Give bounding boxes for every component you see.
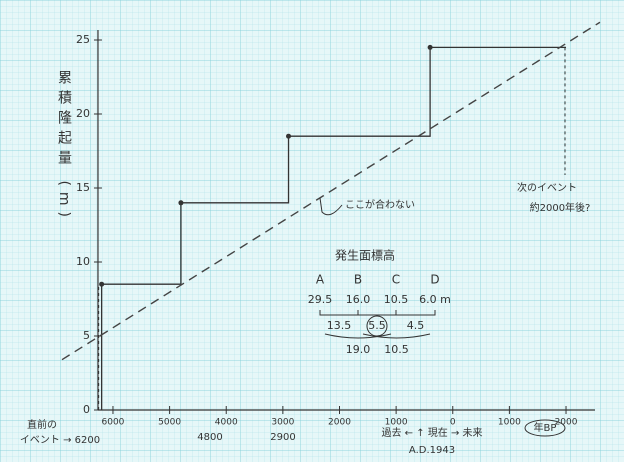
- y-tick-label: 5: [83, 329, 90, 342]
- table-height: 29.5: [308, 293, 333, 306]
- table-title: 発生面標高: [335, 248, 395, 263]
- table-height: 16.0: [346, 293, 371, 306]
- x-tick-label: 5000: [158, 418, 181, 428]
- annotation: ここが合わない: [345, 198, 415, 211]
- y-tick-label: 15: [76, 181, 90, 194]
- table-diff: 5.5: [368, 319, 386, 332]
- annotation: A.D.1943: [409, 445, 455, 456]
- x-tick-label: 1000: [498, 418, 521, 428]
- annotation: 2900: [270, 432, 295, 443]
- annotation: 過去 ← ↑ 現在 → 未来: [381, 427, 482, 439]
- event-point: [178, 200, 184, 206]
- table-bracket: [324, 333, 392, 339]
- x-tick-label: 0: [450, 418, 456, 428]
- x-tick-label: 4000: [215, 418, 238, 428]
- annotation: 直前の: [27, 418, 57, 431]
- table-height: 6.0 m: [419, 293, 451, 306]
- table-circle: [366, 315, 388, 337]
- table-diff: 4.5: [407, 319, 425, 332]
- table-header: C: [392, 273, 400, 287]
- annotation: 約2000年後?: [530, 201, 591, 214]
- table-bracket: [395, 310, 436, 316]
- table-header: D: [430, 273, 439, 287]
- annotation-circle: [524, 419, 566, 437]
- y-axis-label: 累積隆起量 (m): [56, 70, 72, 223]
- y-tick-label: 25: [76, 33, 90, 46]
- annotation-arrow: [319, 197, 343, 216]
- table-bracket: [362, 333, 431, 339]
- table-diff: 10.5: [384, 343, 409, 356]
- annotation: 年BP: [534, 421, 557, 434]
- trend-line: [61, 21, 601, 361]
- table-header: B: [354, 273, 362, 287]
- annotation: 4800: [197, 432, 222, 443]
- table-diff: 19.0: [346, 343, 371, 356]
- table-header: A: [316, 273, 325, 287]
- event-point: [286, 133, 292, 139]
- y-tick-label: 10: [76, 255, 90, 268]
- step-line: [100, 46, 567, 410]
- annotation: イベント → 6200: [20, 434, 100, 446]
- annotation: 次のイベント: [517, 181, 577, 194]
- table-height: 10.5: [384, 293, 409, 306]
- x-tick-label: 2000: [555, 418, 578, 428]
- plot: 0 5 10 15 20 25 6000 5000 4000 3000 2000 1000 0 1000 2…: [20, 21, 601, 456]
- event-point: [99, 281, 105, 287]
- event-point: [427, 44, 433, 50]
- y-tick-label: 20: [76, 107, 90, 120]
- table-diff: 13.5: [327, 319, 352, 332]
- x-tick-label: 1000: [385, 418, 408, 428]
- y-tick-label: 0: [83, 403, 90, 416]
- x-tick-label: 3000: [271, 418, 294, 428]
- x-tick-label: 2000: [328, 418, 351, 428]
- x-tick-label: 6000: [102, 418, 125, 428]
